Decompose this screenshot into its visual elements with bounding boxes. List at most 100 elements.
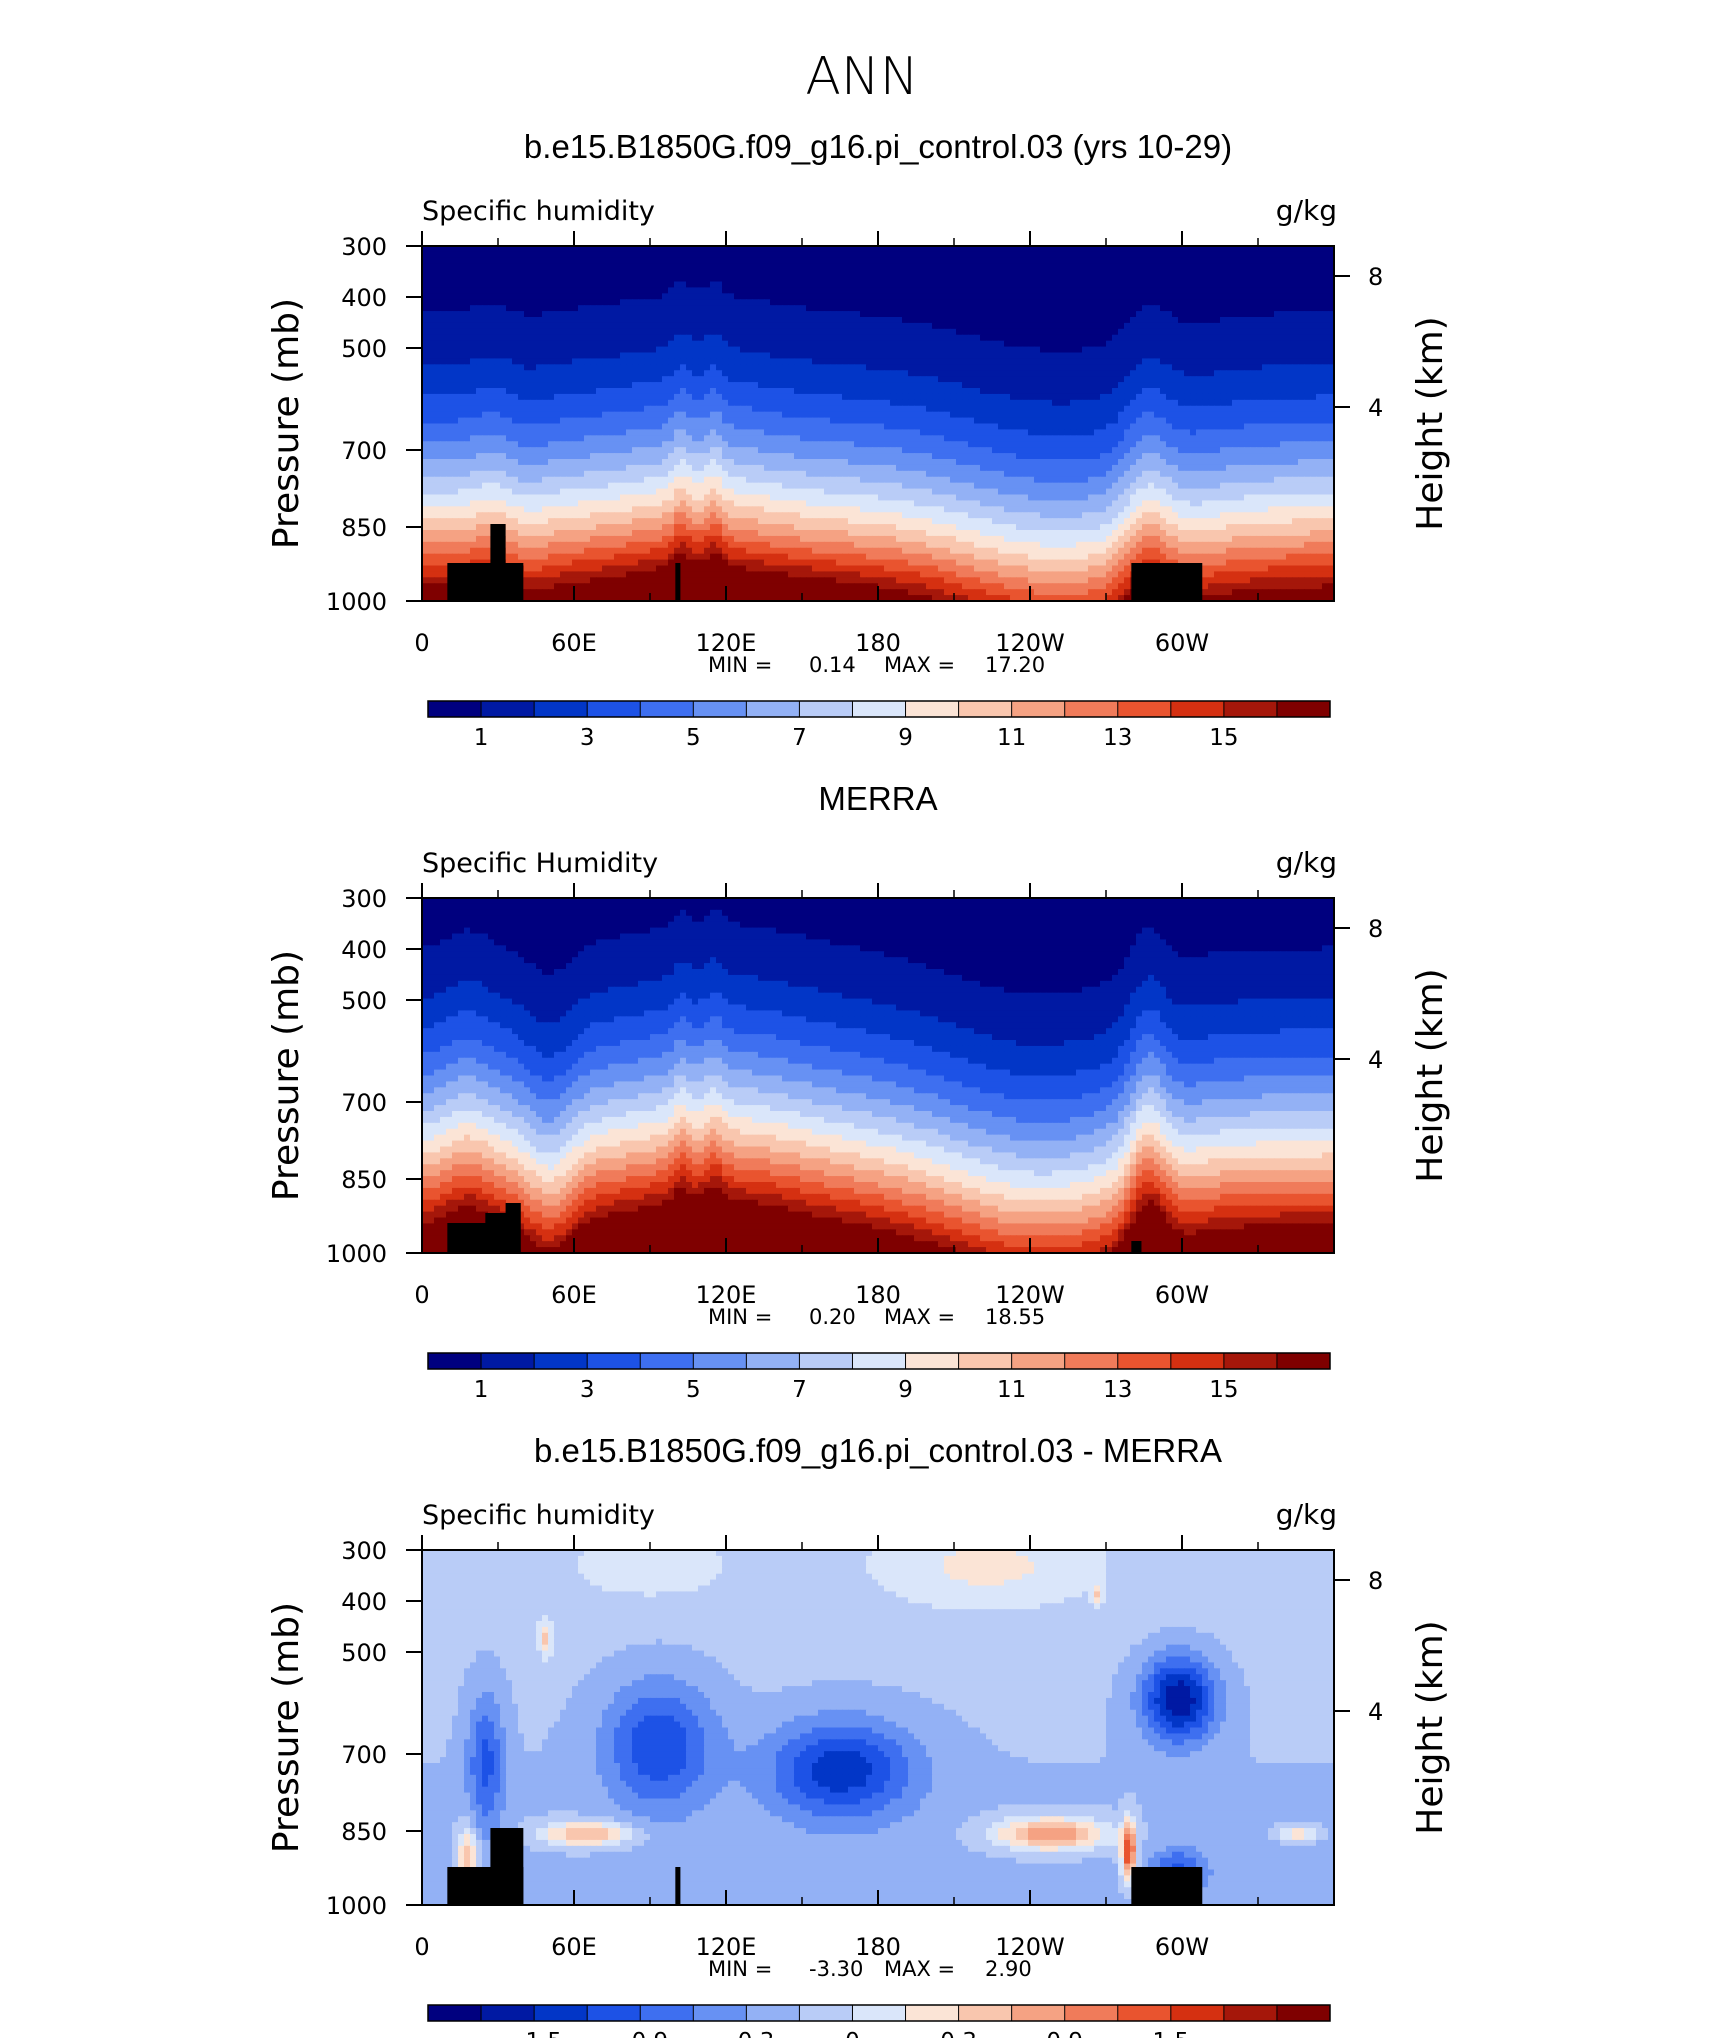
colorbar-swatch bbox=[1170, 2005, 1225, 2021]
colorbar-swatch bbox=[799, 2005, 853, 2021]
colorbar-swatch bbox=[428, 2005, 482, 2021]
colorbar-label: 13 bbox=[1103, 1377, 1132, 1403]
colorbar-label: 7 bbox=[792, 1377, 807, 1403]
units-label: g/kg bbox=[1276, 846, 1337, 879]
x-tick-label: 0 bbox=[414, 629, 429, 657]
colorbar-swatch bbox=[958, 2005, 1013, 2021]
y-right-tick-label: 8 bbox=[1368, 263, 1383, 291]
colorbar-swatch bbox=[799, 1353, 853, 1369]
colorbar-label: 11 bbox=[997, 725, 1026, 751]
colorbar-label: 7 bbox=[792, 725, 807, 751]
panel-title: MERRA bbox=[818, 780, 937, 817]
colorbar-swatch bbox=[1117, 1353, 1172, 1369]
min-value: 0.14 bbox=[809, 653, 856, 677]
colorbar-swatch bbox=[1117, 701, 1172, 717]
colorbar-label: 0.9 bbox=[1046, 2029, 1083, 2038]
colorbar-swatch bbox=[481, 701, 535, 717]
colorbar-label: 0 bbox=[845, 2029, 860, 2038]
max-label: MAX = bbox=[884, 653, 955, 677]
colorbar-swatch bbox=[1223, 701, 1278, 717]
colorbar-swatch bbox=[1276, 2005, 1331, 2021]
colorbar-label: 5 bbox=[686, 725, 701, 751]
x-tick-label: 180 bbox=[855, 629, 901, 657]
colorbar-swatch bbox=[693, 1353, 747, 1369]
colorbar-swatch bbox=[852, 701, 907, 717]
y-tick-label: 700 bbox=[341, 437, 387, 465]
max-value: 18.55 bbox=[985, 1305, 1045, 1329]
colorbar-label: 1.5 bbox=[1153, 2029, 1190, 2038]
colorbar-label: 9 bbox=[898, 1377, 913, 1403]
x-tick-label: 120W bbox=[995, 1281, 1065, 1309]
colorbar-label: 3 bbox=[580, 1377, 595, 1403]
colorbar-frame bbox=[427, 1352, 1331, 1370]
y-tick-label: 300 bbox=[341, 885, 387, 913]
max-value: 2.90 bbox=[985, 1957, 1032, 1981]
y-axis-title-right: Height (km) bbox=[1410, 316, 1451, 530]
colorbar-swatch bbox=[852, 1353, 907, 1369]
colorbar-swatch bbox=[481, 2005, 535, 2021]
y-right-tick-label: 4 bbox=[1368, 394, 1383, 422]
colorbar-swatch bbox=[1223, 1353, 1278, 1369]
terrain-mask bbox=[675, 1867, 681, 1905]
x-tick-label: 180 bbox=[855, 1281, 901, 1309]
colorbar-swatch bbox=[1011, 701, 1066, 717]
terrain-mask bbox=[490, 1828, 524, 1905]
min-label: MIN = bbox=[708, 1957, 772, 1981]
units-label: g/kg bbox=[1276, 194, 1337, 227]
y-tick-label: 1000 bbox=[326, 1240, 387, 1268]
colorbar-swatch bbox=[428, 701, 482, 717]
max-value: 17.20 bbox=[985, 653, 1045, 677]
colorbar-swatch bbox=[1170, 701, 1225, 717]
contour-field bbox=[422, 1550, 1335, 1906]
y-tick-label: 400 bbox=[341, 1588, 387, 1616]
colorbar-swatch bbox=[1223, 2005, 1278, 2021]
min-value: 0.20 bbox=[809, 1305, 856, 1329]
x-tick-label: 120E bbox=[696, 1281, 757, 1309]
y-tick-label: 500 bbox=[341, 987, 387, 1015]
colorbar-swatch bbox=[799, 701, 853, 717]
y-tick-label: 400 bbox=[341, 284, 387, 312]
y-tick-label: 300 bbox=[341, 233, 387, 261]
colorbar-swatch bbox=[852, 2005, 907, 2021]
x-tick-label: 60E bbox=[551, 1281, 597, 1309]
colorbar-swatch bbox=[693, 2005, 747, 2021]
y-axis-title-right: Height (km) bbox=[1410, 1620, 1451, 1834]
y-right-tick-label: 4 bbox=[1368, 1046, 1383, 1074]
variable-label: Specific humidity bbox=[422, 196, 655, 227]
terrain-mask bbox=[675, 563, 681, 601]
colorbar-swatch bbox=[534, 701, 588, 717]
colorbar-swatch bbox=[1276, 1353, 1331, 1369]
colorbar-swatch bbox=[1011, 1353, 1066, 1369]
y-right-tick-label: 4 bbox=[1368, 1698, 1383, 1726]
colorbar-swatch bbox=[534, 2005, 588, 2021]
min-value: -3.30 bbox=[809, 1957, 863, 1981]
colorbar-frame bbox=[427, 2004, 1331, 2022]
colorbar-frame bbox=[427, 700, 1331, 718]
panel-title: b.e15.B1850G.f09_g16.pi_control.03 (yrs … bbox=[524, 128, 1232, 165]
contour-field bbox=[422, 246, 1335, 602]
y-axis-title: Pressure (mb) bbox=[266, 950, 307, 1201]
colorbar-swatch bbox=[1117, 2005, 1172, 2021]
colorbar-label: 0.3 bbox=[940, 2029, 977, 2038]
colorbar-swatch bbox=[693, 701, 747, 717]
x-tick-label: 120E bbox=[696, 1933, 757, 1961]
min-label: MIN = bbox=[708, 653, 772, 677]
colorbar-swatch bbox=[1011, 2005, 1066, 2021]
figure-title: ANN bbox=[805, 47, 918, 107]
colorbar-swatch bbox=[958, 701, 1013, 717]
colorbar-swatch bbox=[1064, 2005, 1119, 2021]
colorbar-swatch bbox=[905, 2005, 960, 2021]
colorbar-label: 3 bbox=[580, 725, 595, 751]
x-tick-label: 120W bbox=[995, 1933, 1065, 1961]
colorbar-label: 1 bbox=[474, 725, 489, 751]
colorbar-label: 13 bbox=[1103, 725, 1132, 751]
terrain-mask bbox=[1131, 1241, 1142, 1253]
colorbar-label: 5 bbox=[686, 1377, 701, 1403]
colorbar-swatch bbox=[587, 2005, 641, 2021]
contour-field bbox=[422, 898, 1335, 1254]
colorbar-swatch bbox=[1276, 701, 1331, 717]
terrain-mask bbox=[505, 1203, 521, 1253]
terrain-mask bbox=[490, 524, 506, 601]
min-label: MIN = bbox=[708, 1305, 772, 1329]
colorbar-swatch bbox=[1170, 1353, 1225, 1369]
